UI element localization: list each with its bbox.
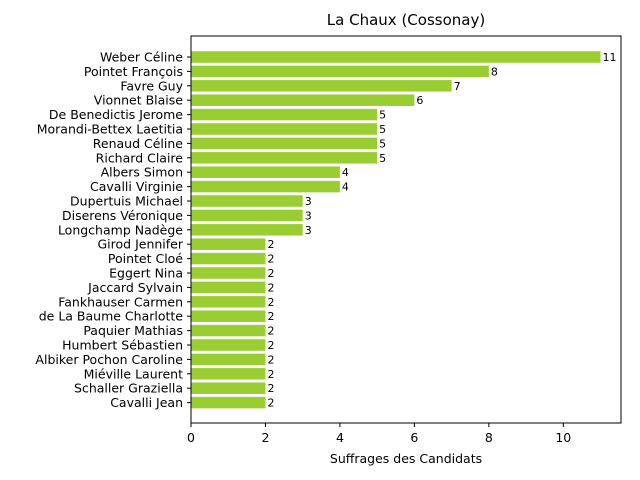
x-axis-ticks: 0 2 4 6 8 10 [187,423,571,445]
y-tick-label: Girod Jennifer [97,237,183,252]
bar [191,238,266,250]
y-tick-label: Humbert Sébastien [62,338,183,353]
data-label: 3 [305,195,312,208]
bar [191,310,266,322]
y-tick-label: Eggert Nina [109,266,183,281]
y-tick-label: Pointet François [84,64,183,79]
data-label: 7 [454,80,461,93]
y-tick-label: Jaccard Sylvain [87,280,183,295]
y-tick-label: De Benedictis Jerome [49,107,183,122]
chart-title: La Chaux (Cossonay) [327,11,485,29]
bar [191,65,489,78]
bar [191,396,266,409]
bars-group [191,51,601,409]
y-tick-label: Favre Guy [120,78,183,93]
x-tick-label: 6 [410,430,418,445]
data-label: 2 [267,397,274,410]
data-label: 8 [491,65,498,78]
data-label: 5 [379,152,386,165]
bar [191,353,266,366]
bar [191,51,601,63]
y-tick-label: Dupertuis Michael [70,194,183,209]
y-tick-label: Albers Simon [101,165,183,180]
data-label: 4 [342,181,349,194]
data-label: 2 [267,353,274,366]
bar [191,94,415,106]
data-label: 2 [267,253,274,266]
bar [191,123,378,135]
bar [191,368,266,380]
bar [191,180,340,193]
bar [191,80,452,92]
bar [191,137,378,150]
data-label: 5 [379,109,386,122]
bar [191,324,266,337]
bar [191,296,266,308]
data-label: 2 [267,296,274,309]
data-label: 3 [305,224,312,237]
y-tick-label: Fankhauser Carmen [58,294,183,309]
bar [191,166,340,178]
x-tick-label: 8 [485,430,493,445]
y-tick-label: Diserens Véronique [62,208,183,223]
data-label: 3 [305,209,312,222]
plot-frame [190,35,622,424]
data-label: 5 [379,123,386,136]
data-label: 2 [267,281,274,294]
data-label: 2 [267,325,274,338]
data-label: 11 [603,51,617,64]
y-tick-label: Cavalli Jean [110,395,183,410]
data-label: 2 [267,368,274,381]
y-tick-label: Schaller Graziella [74,381,183,396]
x-axis-label: Suffrages des Candidats [330,451,482,466]
y-tick-label: Morandi-Bettex Laetitia [37,122,183,137]
bar [191,152,378,164]
bar [191,281,266,294]
data-label: 2 [267,238,274,251]
data-label: 2 [267,382,274,395]
y-tick-label: Longchamp Nadège [58,222,183,237]
y-tick-label: Albiker Pochon Caroline [35,352,183,367]
y-tick-label: Renaud Céline [93,136,184,151]
data-label: 5 [379,137,386,150]
bar [191,108,378,121]
bar [191,382,266,394]
y-tick-label: Paquier Mathias [83,323,183,338]
x-tick-label: 2 [261,430,269,445]
bar [191,252,266,265]
y-tick-label: de La Baume Charlotte [39,309,184,324]
bar [191,224,303,236]
data-label: 2 [267,339,274,352]
y-tick-label: Richard Claire [96,150,184,165]
bar [191,267,266,279]
data-label: 2 [267,310,274,323]
bar [191,209,303,222]
y-tick-label: Pointet Cloé [108,251,183,266]
bar [191,195,303,207]
bar [191,339,266,351]
x-tick-label: 0 [187,430,195,445]
x-tick-label: 4 [336,430,344,445]
y-tick-label: Vionnet Blaise [94,93,184,108]
y-tick-label: Weber Céline [100,50,183,65]
y-tick-label: Miéville Laurent [84,366,183,381]
data-label: 4 [342,166,349,179]
data-label: 6 [416,94,423,107]
x-tick-label: 10 [555,430,571,445]
y-tick-label: Cavalli Virginie [90,179,183,194]
data-label: 2 [267,267,274,280]
